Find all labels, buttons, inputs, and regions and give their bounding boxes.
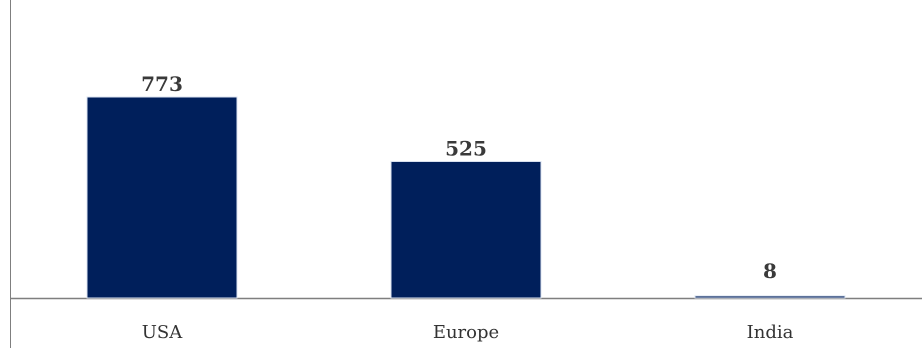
x-tick-label-europe: Europe (433, 322, 499, 343)
bar-series (86, 96, 846, 299)
bar-usa (86, 96, 238, 299)
x-tick-labels: USA Europe India (142, 322, 794, 343)
x-tick-label-india: India (747, 322, 794, 343)
data-label-europe: 525 (445, 136, 487, 160)
bar-europe (390, 160, 542, 299)
data-label-usa: 773 (141, 72, 183, 96)
x-tick-label-usa: USA (142, 322, 184, 343)
data-labels: 773 525 8 (141, 72, 777, 283)
bar-india (694, 295, 846, 299)
data-label-india: 8 (763, 259, 777, 283)
